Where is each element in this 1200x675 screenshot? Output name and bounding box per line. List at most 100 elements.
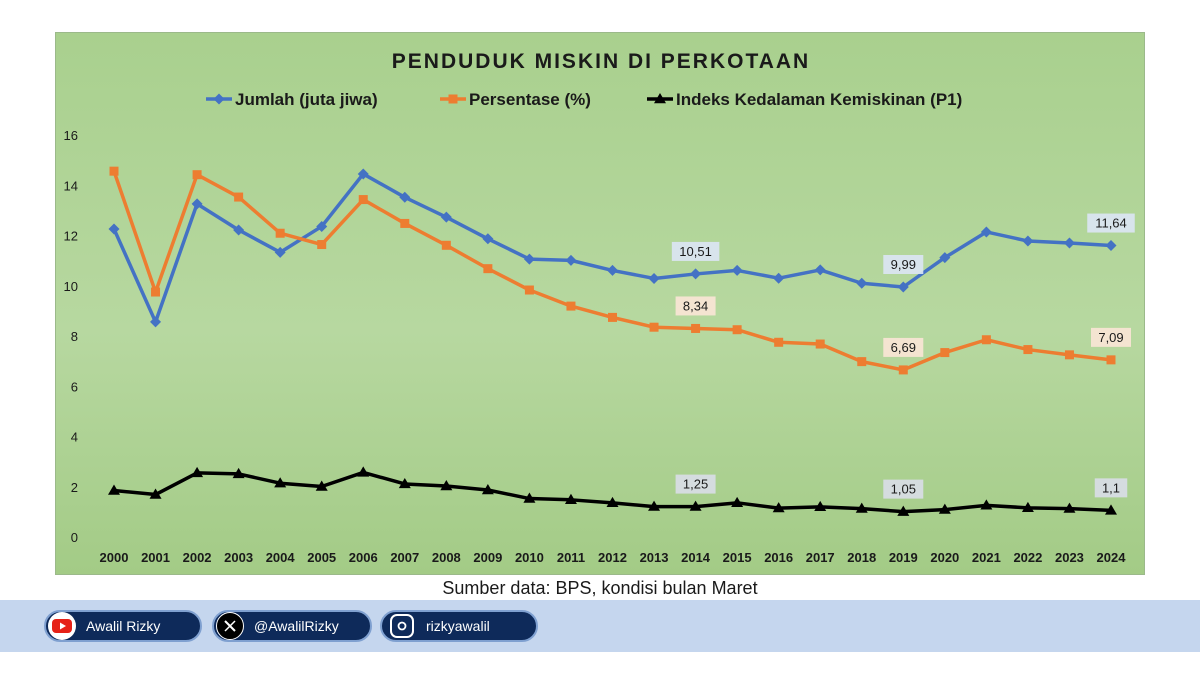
data-point <box>774 337 784 347</box>
data-point <box>856 277 868 289</box>
data-point <box>648 500 661 511</box>
x-axis: 2000 2001 2002 2003 2004 2005 2006 2007 2008 2009… <box>100 550 1127 565</box>
x-tick-label: 2010 <box>515 550 544 565</box>
x-tick-label: 2022 <box>1013 550 1042 565</box>
y-tick-label: 6 <box>71 379 78 394</box>
data-point <box>980 499 993 510</box>
data-point <box>233 224 245 236</box>
data-point <box>400 218 410 228</box>
data-point <box>275 228 285 238</box>
data-label-text: 1,25 <box>683 477 708 492</box>
data-label: 1,1 <box>1094 478 1128 498</box>
data-point <box>274 477 287 488</box>
x-tick-label: 2009 <box>473 550 502 565</box>
data-point <box>192 170 202 180</box>
instagram-handle: rizkyawalil <box>426 618 490 634</box>
data-label-box <box>883 479 924 499</box>
data-point <box>1063 502 1076 513</box>
youtube-link[interactable]: Awalil Rizky <box>44 610 202 642</box>
data-point <box>606 496 619 508</box>
data-label-box <box>1087 213 1135 233</box>
instagram-link[interactable]: rizkyawalil <box>380 610 538 642</box>
data-point <box>815 339 825 349</box>
data-point <box>108 484 120 495</box>
data-point <box>731 496 744 508</box>
x-tick-label: 2004 <box>266 550 296 565</box>
x-tick-label: 2014 <box>681 550 711 565</box>
y-tick-label: 2 <box>71 480 78 495</box>
x-tick-label: 2000 <box>100 550 129 565</box>
data-point <box>855 502 868 513</box>
data-point <box>940 348 950 358</box>
data-point <box>566 301 576 311</box>
x-link[interactable]: @AwalilRizky <box>212 610 372 642</box>
x-tick-label: 2016 <box>764 550 793 565</box>
youtube-handle: Awalil Rizky <box>86 618 161 634</box>
y-axis: 0 2 4 6 8 10 12 14 16 <box>64 128 78 545</box>
data-point <box>234 192 244 202</box>
data-point <box>897 281 909 293</box>
x-tick-label: 2003 <box>224 550 253 565</box>
chart-title: PENDUDUK MISKIN DI PERKOTAAN <box>392 50 810 73</box>
data-point <box>690 268 702 280</box>
data-point <box>772 502 785 513</box>
x-tick-label: 2002 <box>183 550 212 565</box>
data-point <box>316 220 328 232</box>
data-point <box>482 233 494 245</box>
data-point <box>150 316 162 328</box>
data-label: 6,69 <box>883 337 924 357</box>
data-point <box>481 484 494 495</box>
x-tick-label: 2023 <box>1055 550 1084 565</box>
legend-label: Jumlah (juta jiwa) <box>235 90 378 109</box>
data-label-text: 1,1 <box>1102 480 1120 495</box>
data-label-box <box>883 337 924 357</box>
data-point <box>938 503 951 514</box>
x-tick-label: 2017 <box>806 550 835 565</box>
data-labels: 10,51 9,99 11,64 8,34 6,69 7,09 1,25 1,05 1,1 <box>671 213 1135 499</box>
x-tick-label: 2015 <box>723 550 752 565</box>
data-point <box>1105 504 1117 515</box>
data-label-text: 1,05 <box>891 482 916 497</box>
data-point <box>483 264 493 274</box>
data-label-text: 6,69 <box>891 340 916 355</box>
data-point <box>440 479 453 491</box>
data-point <box>649 322 659 332</box>
data-point <box>981 335 991 345</box>
legend-item: Jumlah (juta jiwa) <box>206 90 378 109</box>
data-label: 8,34 <box>675 296 716 316</box>
data-point <box>274 246 286 258</box>
data-label-box <box>671 241 720 261</box>
x-tick-label: 2020 <box>930 550 959 565</box>
legend-label: Persentase (%) <box>469 90 591 109</box>
data-point <box>399 191 411 203</box>
data-point <box>773 272 785 284</box>
data-point <box>191 466 204 478</box>
social-bar: Awalil Rizky @AwalilRizky rizkyawalil <box>0 600 1200 652</box>
x-tick-label: 2024 <box>1097 550 1127 565</box>
x-handle: @AwalilRizky <box>254 618 339 634</box>
data-label-text: 8,34 <box>683 298 708 313</box>
data-point <box>898 365 908 375</box>
data-point <box>109 166 119 176</box>
data-label-text: 10,51 <box>679 244 712 259</box>
x-tick-label: 2021 <box>972 550 1001 565</box>
data-point <box>565 254 577 266</box>
data-point <box>732 325 742 335</box>
data-label: 11,64 <box>1087 213 1135 233</box>
data-point <box>1023 345 1033 355</box>
data-point <box>149 488 162 499</box>
instagram-icon <box>390 614 414 638</box>
series-line <box>112 172 1112 324</box>
data-point <box>191 198 203 210</box>
data-point <box>398 477 411 489</box>
data-point <box>523 253 535 265</box>
data-label: 7,09 <box>1091 327 1131 347</box>
y-tick-label: 0 <box>71 530 78 545</box>
data-point <box>1021 501 1034 513</box>
x-tick-label: 2001 <box>141 550 170 565</box>
data-label-box <box>675 296 716 316</box>
data-point <box>151 287 161 297</box>
data-label-text: 9,99 <box>891 257 916 272</box>
data-point <box>608 312 617 322</box>
y-tick-label: 10 <box>64 279 78 294</box>
